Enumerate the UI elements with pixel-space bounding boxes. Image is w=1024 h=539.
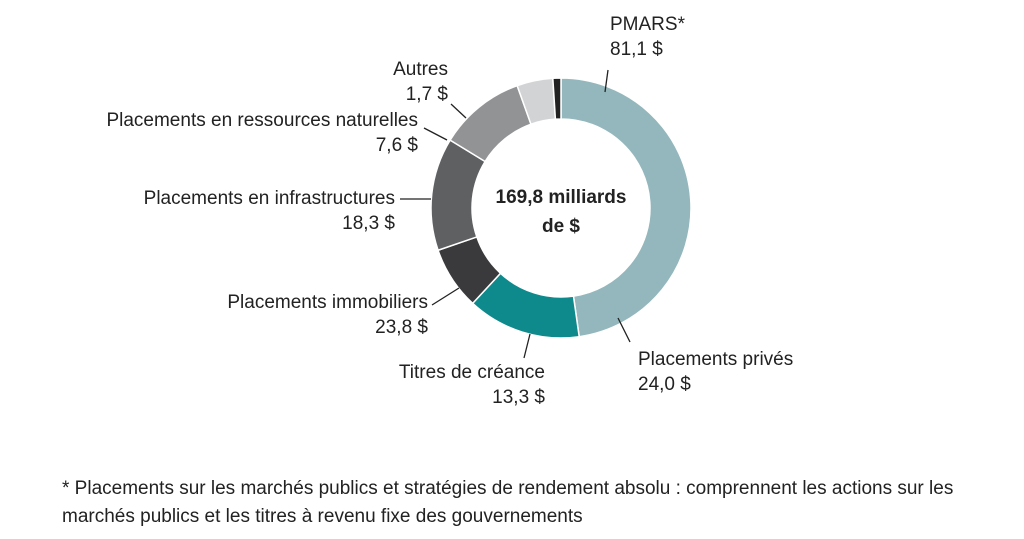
category-label-infrastructure: Placements en infrastructures: [144, 188, 395, 209]
category-label-pmars: PMARS*: [610, 14, 686, 35]
leader-line-other: [450, 103, 467, 119]
donut-chart: PMARS* 81,1 $ Placements privés 24,0 $ Titre…: [106, 14, 793, 408]
center-total-unit: de $: [542, 216, 580, 237]
slice-pmars: [560, 77, 692, 338]
value-label-other: 1,7 $: [406, 84, 449, 105]
category-label-credit: Titres de créance: [399, 362, 545, 383]
value-label-pmars: 81,1 $: [610, 39, 663, 60]
value-label-infrastructure: 18,3 $: [342, 213, 395, 234]
slice-labels: PMARS* 81,1 $ Placements privés 24,0 $ Titre…: [106, 14, 793, 408]
slice-other: [552, 77, 562, 120]
donut-slices: [430, 77, 692, 339]
footnote: * Placements sur les marchés publics et …: [62, 478, 954, 527]
leader-lines: [400, 69, 631, 359]
center-total-label: 169,8 milliards: [496, 187, 627, 208]
value-label-natural-resources: 7,6 $: [376, 135, 419, 156]
value-label-credit: 13,3 $: [492, 387, 545, 408]
value-label-real-estate: 23,8 $: [375, 317, 428, 338]
category-label-natural-resources: Placements en ressources naturelles: [106, 110, 418, 131]
value-label-private-equity: 24,0 $: [638, 374, 691, 395]
leader-line-real-estate: [431, 287, 460, 306]
leader-line-private-equity: [617, 317, 631, 343]
leader-line-natural-resources: [423, 127, 448, 141]
leader-line-credit: [523, 333, 531, 359]
leader-line-pmars: [604, 69, 609, 93]
category-label-other: Autres: [393, 59, 448, 80]
category-label-private-equity: Placements privés: [638, 349, 793, 370]
category-label-real-estate: Placements immobiliers: [227, 292, 428, 313]
